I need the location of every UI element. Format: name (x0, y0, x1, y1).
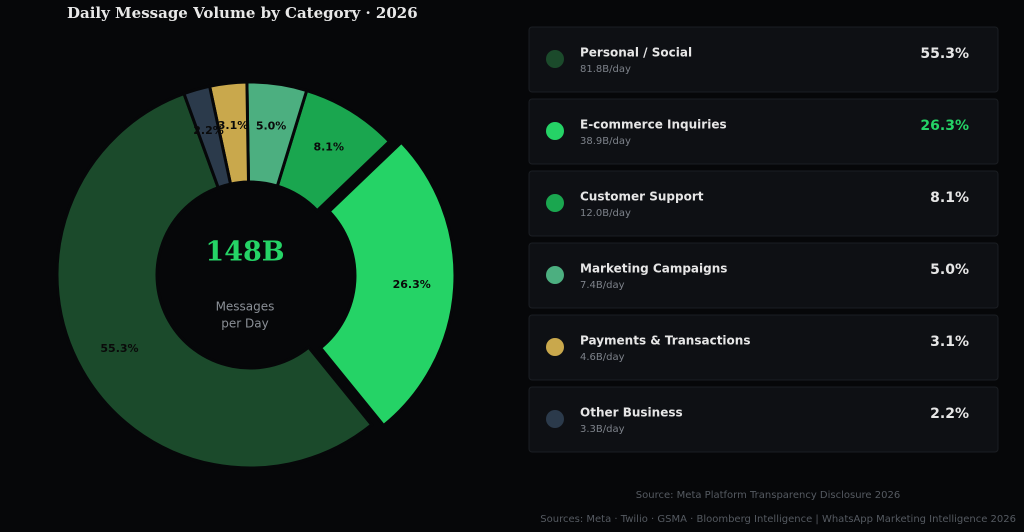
wedge-label: 3.1% (218, 119, 249, 132)
legend-swatch (546, 50, 564, 68)
legend-card (528, 170, 999, 237)
legend-swatch (546, 266, 564, 284)
legend-label: Payments & Transactions (580, 334, 750, 348)
legend-card (528, 386, 999, 453)
legend-value: 8.1% (930, 190, 969, 206)
wedge (182, 84, 233, 190)
legend-value: 55.3% (920, 46, 969, 62)
legend-detail: 38.9B/day (580, 136, 631, 147)
legend-swatch (546, 338, 564, 356)
legend-label: Marketing Campaigns (580, 262, 727, 276)
legend-swatch (546, 122, 564, 140)
legend-detail: 4.6B/day (580, 352, 625, 363)
center-label: Messages (216, 300, 275, 314)
legend-detail: 81.8B/day (580, 64, 631, 75)
legend-label: Customer Support (580, 190, 704, 204)
center-label: per Day (221, 317, 268, 331)
legend-detail: 7.4B/day (580, 280, 625, 291)
chart-title: Daily Message Volume by Category · 2026 (67, 4, 418, 22)
wedge (318, 140, 457, 428)
legend-detail: 12.0B/day (580, 208, 631, 219)
donut: 55.3% 26.3% 8.1% 5.0% 3.1%2.2% (55, 80, 457, 470)
legend-value: 26.3% (920, 118, 969, 134)
legend-swatch (546, 194, 564, 212)
legend-detail: 3.3B/day (580, 424, 625, 435)
wedge-label: 2.2% (193, 124, 224, 137)
source-note: Sources: Meta · Twilio · GSMA · Bloomber… (540, 514, 1016, 525)
wedge-label: 55.3% (100, 342, 138, 355)
legend: Personal / Social 81.8B/day 55.3% E-commerc… (528, 26, 999, 453)
legend-label: Other Business (580, 406, 683, 420)
wedge-label: 8.1% (313, 140, 344, 153)
legend-card (528, 242, 999, 309)
legend-value: 5.0% (930, 262, 969, 278)
legend-label: E-commerce Inquiries (580, 118, 727, 132)
legend-value: 3.1% (930, 334, 969, 350)
source-note: Source: Meta Platform Transparency Discl… (636, 490, 900, 501)
wedge-label: 5.0% (256, 119, 287, 132)
legend-label: Personal / Social (580, 46, 692, 60)
legend-card (528, 98, 999, 165)
center-value: 148B (205, 237, 284, 268)
legend-value: 2.2% (930, 406, 969, 422)
legend-swatch (546, 410, 564, 428)
wedge (55, 91, 374, 470)
legend-card (528, 314, 999, 381)
wedge-label: 26.3% (393, 278, 431, 291)
legend-card (528, 26, 999, 93)
